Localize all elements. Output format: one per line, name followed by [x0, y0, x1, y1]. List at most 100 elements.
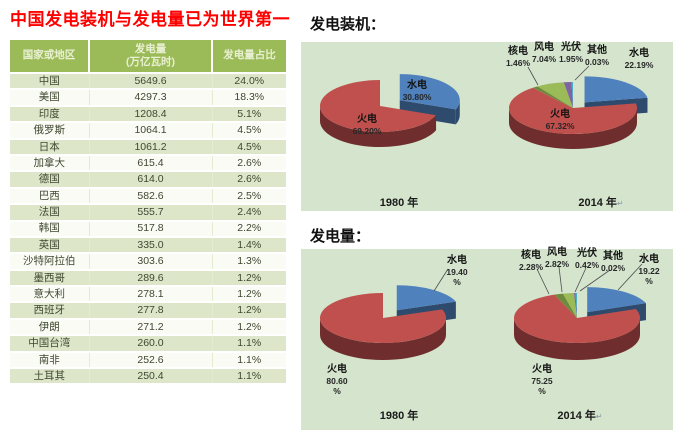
slice-side — [320, 318, 446, 360]
value-cell: 271.2 — [88, 317, 212, 336]
chart-year-label: 2014 年↵ — [578, 194, 623, 210]
table-row: 意大利 278.1 1.2% — [10, 285, 286, 303]
year-text: 1980 年 — [379, 410, 419, 422]
table-row: 日本 1061.2 4.5% — [10, 137, 286, 155]
col-header-generation: 发电量 (万亿瓦时) — [88, 40, 212, 74]
slice-wind — [537, 82, 573, 108]
leader-line — [579, 269, 611, 292]
year-text: 1980 年 — [379, 197, 419, 209]
share-cell: 1.2% — [211, 317, 286, 336]
year-text: 2014 年 — [557, 410, 596, 422]
value-cell: 4297.3 — [88, 88, 212, 106]
slice-thermal — [320, 80, 437, 132]
value-cell: 1208.4 — [88, 104, 212, 123]
region-cell: 法国 — [10, 203, 89, 221]
leader-line — [433, 268, 449, 292]
pie-generation-1980 — [320, 268, 456, 360]
slice-other — [575, 293, 577, 318]
region-cell: 中国 — [10, 71, 89, 90]
col-header-share: 发电量占比 — [211, 40, 286, 74]
value-cell: 517.8 — [88, 219, 212, 237]
region-cell: 日本 — [10, 137, 89, 155]
share-cell: 4.5% — [211, 121, 286, 139]
slice-thermal — [509, 87, 637, 134]
leader-line — [527, 66, 539, 86]
generation-table: 国家或地区 发电量 (万亿瓦时) 发电量占比 中国 5649.6 24.0% 美国 42… — [10, 40, 286, 384]
capacity-chart-panel: 1980 年 2014 年↵ 水电 30.80% 火电 69.20% 核电 1.46% 风电… — [301, 42, 673, 211]
slice-side — [455, 100, 460, 125]
slice-nuclear — [554, 293, 577, 318]
table-row: 中国台湾 260.0 1.1% — [10, 334, 286, 352]
pie-capacity-1980 — [320, 74, 460, 147]
year-text: 2014 年 — [578, 197, 617, 209]
value-cell: 5649.6 — [88, 71, 212, 90]
share-cell: 4.5% — [211, 137, 286, 155]
slice-side — [320, 106, 437, 147]
capacity-pies-svg — [320, 65, 648, 149]
region-cell: 土耳其 — [10, 367, 89, 384]
value-cell: 1061.2 — [88, 137, 212, 155]
slice-thermal — [320, 293, 446, 343]
table-row: 英国 335.0 1.4% — [10, 235, 286, 254]
share-cell: 24.0% — [211, 71, 286, 90]
paragraph-mark-icon: ↵ — [595, 412, 603, 421]
chart-year-label: 2014 年↵ — [557, 407, 602, 423]
slice-hydro — [396, 285, 456, 311]
section-title-generation: 发电量： — [310, 228, 371, 245]
pie-generation-2014 — [514, 263, 646, 360]
region-cell: 巴西 — [10, 186, 89, 205]
share-cell: 1.4% — [211, 235, 286, 254]
share-cell: 1.1% — [211, 350, 286, 369]
share-cell: 18.3% — [211, 88, 286, 106]
section-title-capacity: 发电装机： — [310, 16, 386, 33]
value-cell: 252.6 — [88, 350, 212, 369]
region-cell: 伊朗 — [10, 317, 89, 336]
pie-capacity-2014 — [509, 65, 648, 149]
leader-line — [558, 266, 563, 293]
slice-nuclear — [532, 86, 573, 108]
table-row: 土耳其 250.4 1.1% — [10, 367, 286, 384]
value-cell: 289.6 — [88, 268, 212, 287]
value-cell: 614.0 — [88, 170, 212, 188]
table-row: 加拿大 615.4 2.6% — [10, 153, 286, 172]
share-cell: 2.4% — [211, 203, 286, 221]
share-cell: 1.2% — [211, 301, 286, 319]
region-cell: 沙特阿拉伯 — [10, 252, 89, 270]
table-row: 德国 614.0 2.6% — [10, 170, 286, 188]
table-row: 法国 555.7 2.4% — [10, 203, 286, 221]
table-header-row: 国家或地区 发电量 (万亿瓦时) 发电量占比 — [10, 40, 286, 74]
share-cell: 2.2% — [211, 219, 286, 237]
leader-line — [617, 263, 643, 291]
table-row: 韩国 517.8 2.2% — [10, 219, 286, 237]
table-row: 中国 5649.6 24.0% — [10, 71, 286, 90]
value-cell: 615.4 — [88, 153, 212, 172]
chart-year-label: 1980 年 — [380, 407, 419, 423]
share-cell: 5.1% — [211, 104, 286, 123]
slice-solar — [563, 82, 573, 108]
value-cell: 278.1 — [88, 285, 212, 303]
leader-line — [574, 65, 590, 81]
paragraph-mark-icon: ↵ — [616, 199, 624, 208]
table-row: 伊朗 271.2 1.2% — [10, 317, 286, 336]
region-cell: 中国台湾 — [10, 334, 89, 352]
slice-thermal — [514, 294, 640, 343]
share-cell: 1.2% — [211, 285, 286, 303]
share-cell: 1.2% — [211, 268, 286, 287]
region-cell: 墨西哥 — [10, 268, 89, 287]
slice-wind — [562, 293, 577, 318]
table-row: 巴西 582.6 2.5% — [10, 186, 286, 205]
region-cell: 美国 — [10, 88, 89, 106]
slice-other — [571, 82, 573, 108]
value-cell: 277.8 — [88, 301, 212, 319]
generation-chart-panel: 1980 年 2014 年↵ 水电 19.40 % 火电 80.60 % 核电 2.28%… — [301, 247, 673, 430]
value-cell: 1064.1 — [88, 121, 212, 139]
region-cell: 俄罗斯 — [10, 121, 89, 139]
leader-line — [574, 267, 587, 293]
value-cell: 303.6 — [88, 252, 212, 270]
slice-side — [399, 100, 456, 125]
value-cell: 582.6 — [88, 186, 212, 205]
region-cell: 加拿大 — [10, 153, 89, 172]
share-cell: 1.1% — [211, 334, 286, 352]
table-row: 沙特阿拉伯 303.6 1.3% — [10, 252, 286, 270]
value-cell: 260.0 — [88, 334, 212, 352]
